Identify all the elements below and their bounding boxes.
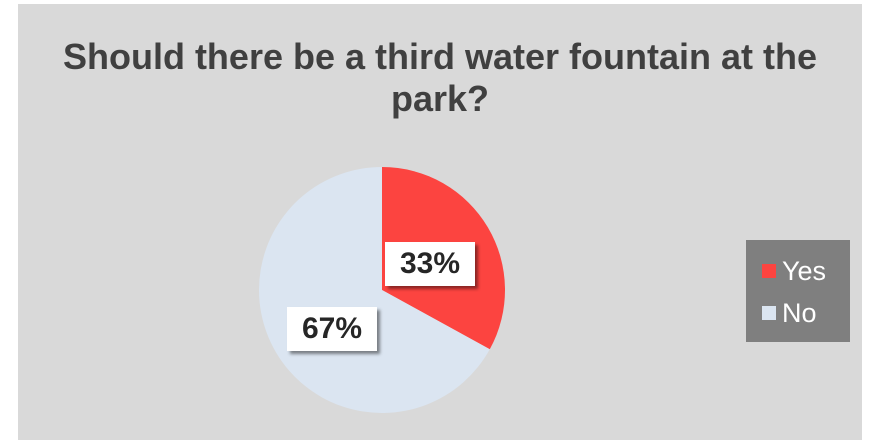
data-label-no: 67% (287, 307, 377, 351)
chart-title: Should there be a third water fountain a… (62, 36, 818, 119)
legend: Yes No (746, 240, 850, 342)
legend-item-yes: Yes (762, 256, 826, 286)
legend-label-yes: Yes (782, 255, 827, 286)
pie-chart (259, 167, 505, 414)
legend-swatch-yes (762, 264, 776, 278)
chart-area: Should there be a third water fountain a… (18, 4, 862, 440)
legend-item-no: No (762, 298, 817, 328)
data-label-yes: 33% (385, 242, 475, 286)
pie-slice-no (259, 167, 490, 414)
legend-label-no: No (782, 297, 817, 328)
legend-swatch-no (762, 306, 776, 320)
